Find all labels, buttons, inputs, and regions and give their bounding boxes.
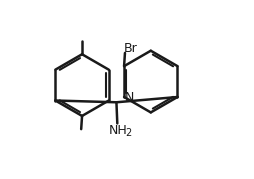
Text: Br: Br (123, 42, 137, 55)
Text: N: N (124, 91, 134, 104)
Text: 2: 2 (125, 129, 131, 139)
Text: NH: NH (109, 124, 128, 137)
